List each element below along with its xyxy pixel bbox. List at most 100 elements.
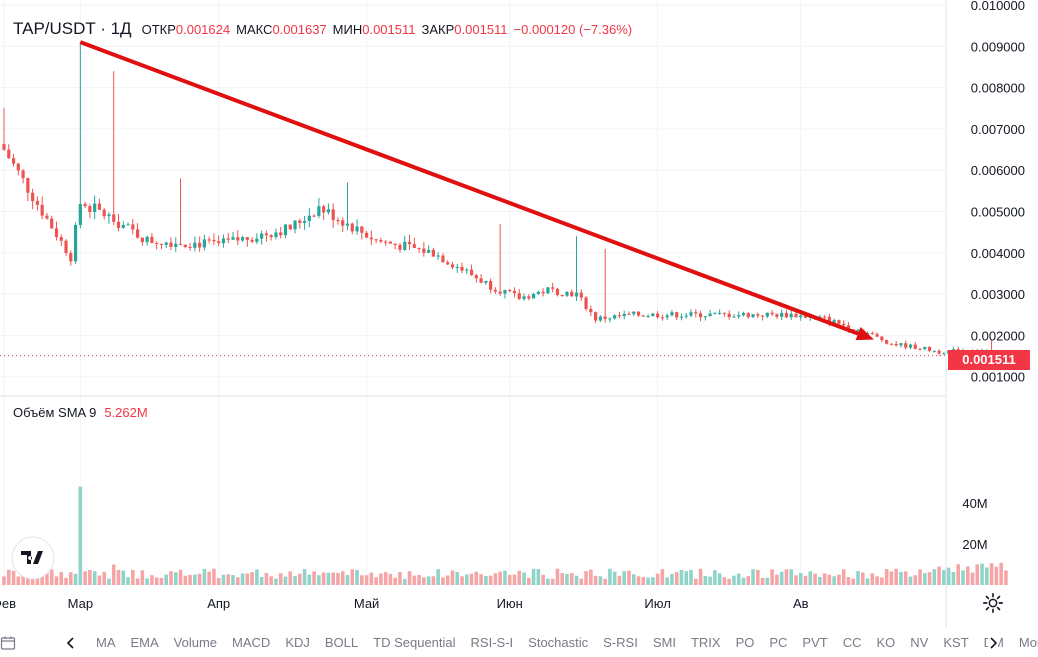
volume-bar <box>312 571 316 585</box>
tv-logo[interactable] <box>11 536 55 580</box>
candle-body <box>856 329 860 331</box>
candle-body <box>11 158 16 164</box>
indicator-0[interactable]: MA <box>96 635 116 650</box>
volume-bar <box>441 577 445 585</box>
volume-bar <box>488 575 493 585</box>
candle-body <box>636 311 641 316</box>
volume-legend-label: Объём SMA 9 <box>13 405 97 420</box>
price-chart[interactable]: 0.010000 0.009000 0.008000 0.007000 0.006000… <box>0 0 1038 628</box>
volume-bar <box>822 573 827 585</box>
candle-body <box>231 237 235 240</box>
candle-body <box>93 203 97 213</box>
candle-body <box>574 292 579 297</box>
candle-body <box>927 346 932 351</box>
candle-body <box>460 266 464 271</box>
volume-bar <box>794 575 798 585</box>
volume-bar <box>231 575 235 585</box>
chevron-left-icon[interactable] <box>66 636 76 650</box>
volume-bar <box>918 569 922 585</box>
volume-bar <box>216 578 221 585</box>
volume-bar <box>636 576 641 585</box>
indicator-12[interactable]: PO <box>735 635 755 650</box>
candle-body <box>16 163 20 171</box>
indicator-8[interactable]: Stochastic <box>528 635 589 650</box>
candle-body <box>336 220 340 222</box>
price-tick-label: 0.007000 <box>971 122 1025 137</box>
volume-bar <box>970 572 975 585</box>
indicator-18[interactable]: KST <box>943 635 969 650</box>
candle-body <box>155 243 159 245</box>
indicator-1[interactable]: EMA <box>130 635 159 650</box>
indicator-17[interactable]: NV <box>910 635 929 650</box>
volume-bar <box>283 576 288 585</box>
candle-body <box>322 206 326 213</box>
candle-body <box>479 278 483 283</box>
candle-body <box>374 239 378 241</box>
volume-bar <box>111 564 116 585</box>
candle-body <box>126 224 130 226</box>
gear-icon[interactable] <box>982 592 1004 614</box>
volume-bar <box>302 569 307 585</box>
indicator-20[interactable]: Mome <box>1018 635 1038 650</box>
candle-body <box>718 312 722 314</box>
indicator-10[interactable]: SMI <box>652 635 676 650</box>
candle-body <box>260 233 264 239</box>
volume-bar <box>379 573 383 585</box>
open-value: 0.001624 <box>175 22 231 37</box>
candle-body <box>622 313 626 316</box>
candle-body <box>88 206 92 213</box>
volume-bar <box>402 578 407 585</box>
candle-body <box>174 243 178 247</box>
volume-bar <box>88 570 92 585</box>
volume-bar <box>150 575 154 585</box>
volume-bar <box>173 572 178 585</box>
candle-body <box>536 291 540 294</box>
candle-body <box>651 313 655 317</box>
ohlc-legend: TAP/USDT · 1Д ОТКР 0.001624 МАКС 0.00163… <box>13 19 638 39</box>
volume-bar <box>474 571 479 585</box>
indicator-5[interactable]: BOLL <box>324 635 359 650</box>
volume-bar <box>751 569 755 585</box>
volume-bar <box>550 578 555 585</box>
volume-bar <box>135 578 140 585</box>
volume-bar <box>507 574 512 585</box>
volume-bar <box>760 577 765 585</box>
volume-bar <box>865 578 870 585</box>
candle-body <box>364 232 369 238</box>
indicator-13[interactable]: PC <box>769 635 788 650</box>
chevron-right-icon[interactable] <box>988 636 998 650</box>
indicator-9[interactable]: S-RSI <box>603 635 638 650</box>
calendar-icon[interactable] <box>0 635 16 651</box>
volume-bar <box>178 569 183 585</box>
indicator-7[interactable]: RSI-S-I <box>470 635 514 650</box>
candle-body <box>503 290 507 294</box>
indicator-3[interactable]: MACD <box>232 635 271 650</box>
volume-bar <box>975 564 980 585</box>
candle-body <box>116 221 121 228</box>
low-label: МИН <box>332 22 363 37</box>
volume-bar <box>894 568 898 585</box>
candle-body <box>450 264 455 268</box>
candle-body <box>112 214 116 222</box>
volume-bar <box>517 570 522 585</box>
indicator-11[interactable]: TRIX <box>690 635 721 650</box>
candle-body <box>135 229 140 238</box>
indicator-16[interactable]: KO <box>876 635 896 650</box>
candle-body <box>894 343 898 346</box>
volume-bar <box>693 578 698 585</box>
volume-bar <box>197 573 202 585</box>
candle-body <box>360 226 364 233</box>
symbol-label[interactable]: TAP/USDT · 1Д <box>13 19 132 38</box>
indicator-14[interactable]: PVT <box>802 635 828 650</box>
candle-body <box>465 269 469 271</box>
candle-body <box>50 218 54 229</box>
candle-body <box>722 312 727 314</box>
indicator-15[interactable]: CC <box>842 635 862 650</box>
indicator-2[interactable]: Volume <box>173 635 218 650</box>
volume-bar <box>770 569 774 585</box>
volume-bar <box>937 566 941 585</box>
indicator-4[interactable]: KDJ <box>285 635 310 650</box>
indicator-6[interactable]: TD Sequential <box>373 635 456 650</box>
volume-legend[interactable]: Объём SMA 9 5.262M <box>13 405 148 420</box>
volume-bar <box>627 570 631 585</box>
